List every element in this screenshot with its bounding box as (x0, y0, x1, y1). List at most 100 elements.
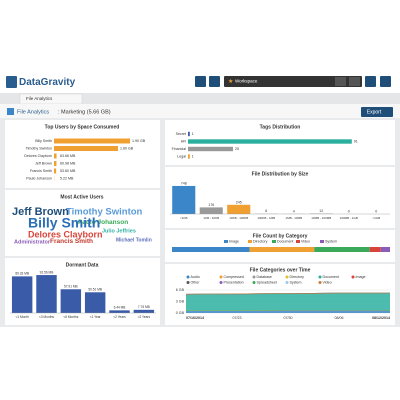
legend-label: System (325, 240, 337, 244)
word: Paulo Johanson (78, 219, 128, 226)
x-tick-label: 08/06 (335, 316, 344, 320)
x-tick-label: 10MB - 100MB (311, 216, 331, 220)
panel (165, 167, 395, 228)
bar (199, 207, 223, 214)
x-tick-label: 08/12/2014 (372, 316, 390, 320)
panel (5, 190, 160, 256)
bar (188, 146, 233, 152)
legend-dot (186, 275, 190, 279)
legend-dot (318, 281, 322, 284)
area-line (185, 292, 390, 295)
bar (172, 185, 196, 214)
value-label: 53.60 MB (60, 169, 76, 173)
legend-swatch (272, 240, 276, 243)
help-button[interactable] (380, 76, 391, 87)
edit-button[interactable] (335, 77, 346, 86)
legend-dot (318, 275, 322, 279)
bar-segment (369, 247, 381, 252)
word: Francis Smith (50, 238, 93, 245)
y-tick-label: 3 GB (176, 299, 185, 303)
legend-label: Directory (290, 275, 305, 279)
row-label: Legal (177, 154, 186, 158)
legend-dot (252, 275, 256, 279)
grid-button[interactable] (195, 76, 206, 87)
legend-label: Image (229, 240, 239, 244)
bar (60, 289, 82, 313)
value-label: 57.91 MB (64, 285, 78, 289)
workspace-label: Workspace (235, 79, 258, 84)
tab-label[interactable]: File Analytics (26, 96, 53, 101)
value-label: 6 (265, 209, 267, 213)
legend-swatch (248, 240, 252, 243)
row-label: HR (181, 139, 187, 143)
bar (188, 131, 190, 137)
value-label: 5.22 MB (60, 176, 74, 180)
bar (84, 292, 106, 313)
legend-swatch (320, 240, 324, 243)
breadcrumb-section[interactable]: File Analytics (17, 109, 49, 115)
legend-label: Database (257, 275, 272, 279)
user-button[interactable] (365, 76, 376, 87)
x-tick-label: >1GB (372, 216, 380, 220)
area-fill (186, 293, 390, 311)
legend-swatch (224, 240, 228, 243)
legend-label: Video (323, 280, 332, 284)
row-label: Timothy Swinton (26, 146, 52, 150)
row-label: Financial (172, 147, 187, 151)
alerts-button[interactable] (209, 76, 220, 87)
value-label: 7.75 MB (138, 305, 150, 309)
row-label: Francis Smith (30, 169, 52, 173)
word: Julio Jeffries (102, 228, 136, 234)
legend-label: Presentation (224, 280, 244, 284)
bar-segment (314, 247, 370, 252)
value-label: 0 (375, 209, 377, 213)
workspace-selector[interactable] (224, 76, 362, 87)
panel-title: File Distribution by Size (252, 171, 309, 177)
bar (54, 146, 118, 151)
legend-label: Directory (253, 240, 268, 244)
word: Jeff Brown (12, 206, 69, 218)
legend-label: Video (301, 240, 310, 244)
bar (54, 153, 57, 159)
legend-dot (252, 281, 256, 284)
bar (133, 309, 155, 313)
word: Administrator (14, 239, 51, 245)
bar (54, 138, 130, 144)
area-fill (186, 293, 390, 295)
row-label: Jeff Brown (35, 161, 52, 165)
legend-label: Audio (191, 275, 200, 279)
legend-dot (219, 281, 223, 284)
bar (54, 168, 57, 174)
value-label: 4 (293, 209, 295, 213)
area-fill (186, 310, 390, 313)
value-label: 0 (348, 209, 350, 213)
bar (11, 276, 33, 313)
panel (165, 230, 395, 262)
add-button[interactable] (349, 77, 360, 86)
export-button[interactable] (361, 107, 393, 117)
x-tick-label: >2 Years (138, 315, 151, 319)
legend-label: Document (323, 275, 339, 279)
value-label: 50.51 MB (88, 288, 102, 292)
breadcrumb-bar (0, 104, 400, 118)
value-label: 245 (236, 200, 242, 204)
value-label: 1.60 GB (120, 146, 134, 150)
legend-dot (219, 275, 223, 279)
x-tick-label: 1MB - 10MB (285, 216, 302, 220)
x-tick-label: 07/16/2014 (186, 316, 204, 320)
legend-label: Document (277, 240, 293, 244)
bar (36, 275, 57, 313)
legend-label: Compressed (224, 275, 244, 279)
logo: DataGravity (19, 77, 76, 88)
word: Billy Smith (28, 215, 100, 231)
x-tick-label: <1 Year (90, 315, 102, 319)
bar (227, 204, 251, 214)
legend-dot (351, 275, 355, 279)
x-tick-label: 07/30 (284, 316, 293, 320)
legend-dot (285, 275, 289, 279)
value-label: 1 (192, 132, 194, 136)
export-label[interactable]: Export (367, 109, 382, 115)
bar (188, 139, 352, 144)
